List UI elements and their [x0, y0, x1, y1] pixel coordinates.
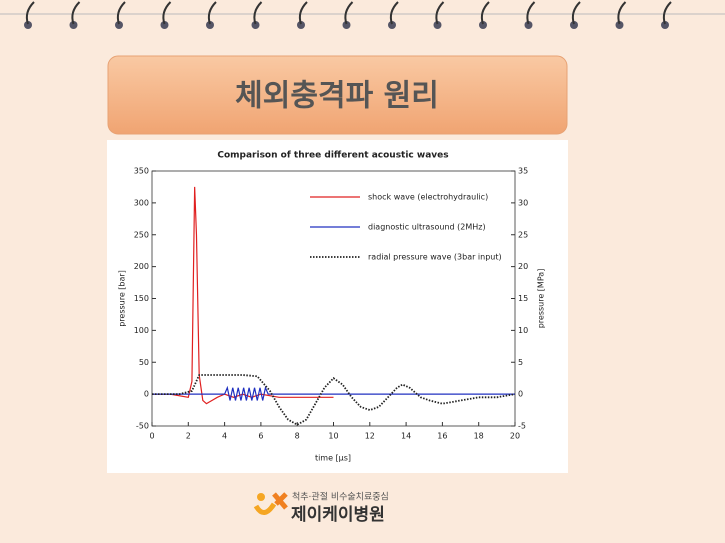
x-tick-label: 4 [222, 432, 227, 441]
x-tick-label: 8 [295, 432, 300, 441]
ring-hole [297, 21, 305, 29]
x-tick-label: 16 [437, 432, 447, 441]
ring [162, 1, 172, 25]
y-tick-label: 300 [134, 198, 149, 207]
y2-tick-label: 5 [518, 358, 523, 367]
chart-panel [107, 140, 568, 473]
ring-hole [661, 21, 669, 29]
chart: Comparison of three different acoustic w… [118, 151, 546, 463]
logo-dot [257, 493, 265, 501]
y2-tick-label: 25 [518, 230, 528, 239]
ring [435, 1, 445, 25]
ring [526, 1, 536, 25]
ring [71, 1, 81, 25]
y-tick-label: 150 [134, 294, 149, 303]
y2-tick-label: 20 [518, 262, 528, 271]
ring [344, 1, 354, 25]
x-tick-label: 6 [258, 432, 263, 441]
ring-hole [115, 21, 123, 29]
ring-hole [251, 21, 260, 29]
logo: 척추·관절 비수술치료중심 제이케이병원 [253, 491, 389, 525]
logo-j [253, 502, 277, 515]
x-tick-label: 14 [401, 432, 411, 441]
legend-label: radial pressure wave (3bar input) [368, 253, 502, 262]
ring-hole [24, 21, 32, 29]
legend-label: shock wave (electrohydraulic) [368, 193, 488, 202]
ring [480, 1, 490, 25]
y2-tick-label: -5 [518, 422, 526, 431]
ring-hole [479, 21, 487, 29]
ring [662, 1, 672, 25]
ring [389, 1, 399, 25]
y-tick-label: 50 [139, 358, 149, 367]
series-line [152, 385, 515, 401]
y2-tick-label: 0 [518, 390, 523, 399]
x-axis-label: time [μs] [315, 454, 351, 463]
chart-title: Comparison of three different acoustic w… [217, 151, 448, 161]
ring [116, 1, 126, 25]
x-tick-label: 20 [510, 432, 520, 441]
ring [25, 1, 35, 25]
y-axis-label: pressure [bar] [118, 270, 127, 327]
y-tick-label: 250 [134, 230, 149, 239]
y2-tick-label: 35 [518, 167, 528, 176]
ring [298, 1, 308, 25]
x-tick-label: 0 [149, 432, 154, 441]
title-box [107, 55, 568, 135]
y2-tick-label: 15 [518, 294, 528, 303]
y2-axis-label: pressure [MPa] [537, 269, 546, 329]
ring-hole [160, 21, 169, 29]
x-tick-label: 18 [474, 432, 484, 441]
x-tick-label: 12 [365, 432, 375, 441]
x-tick-label: 10 [328, 432, 338, 441]
ring [253, 1, 263, 25]
ring-hole [570, 21, 578, 29]
ring-hole [615, 21, 624, 29]
ring-hole [69, 21, 78, 29]
ring-hole [388, 21, 396, 29]
logo-tagline: 척추·관절 비수술치료중심 [292, 491, 389, 503]
ring [207, 1, 217, 25]
legend-label: diagnostic ultrasound (2MHz) [368, 223, 486, 232]
y-tick-label: 100 [134, 326, 149, 335]
y-tick-label: 0 [144, 390, 149, 399]
ring-hole [524, 21, 533, 29]
ring [617, 1, 627, 25]
slide-title: 체외충격파 원리 [235, 79, 439, 114]
binder-rings [0, 1, 725, 29]
x-tick-label: 2 [186, 432, 191, 441]
ring [571, 1, 581, 25]
y-tick-label: 200 [134, 262, 149, 271]
y2-tick-label: 30 [518, 198, 528, 207]
y2-tick-label: 10 [518, 326, 528, 335]
ring-hole [342, 21, 351, 29]
series-line [152, 186, 334, 405]
logo-name: 제이케이병원 [291, 505, 385, 525]
y-tick-label: -50 [136, 422, 149, 431]
y-tick-label: 350 [134, 167, 149, 176]
ring-hole [433, 21, 442, 29]
ring-hole [206, 21, 214, 29]
logo-k [272, 492, 288, 510]
